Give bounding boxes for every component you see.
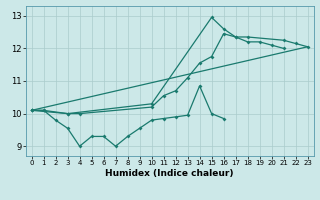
X-axis label: Humidex (Indice chaleur): Humidex (Indice chaleur)	[105, 169, 234, 178]
